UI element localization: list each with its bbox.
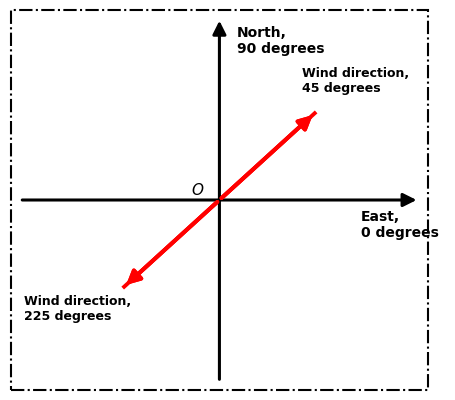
Text: O: O: [192, 183, 204, 198]
Text: Wind direction,
45 degrees: Wind direction, 45 degrees: [302, 67, 409, 95]
Text: East,
0 degrees: East, 0 degrees: [361, 210, 439, 240]
Text: Wind direction,
225 degrees: Wind direction, 225 degrees: [24, 295, 131, 323]
Text: North,
90 degrees: North, 90 degrees: [237, 26, 324, 56]
